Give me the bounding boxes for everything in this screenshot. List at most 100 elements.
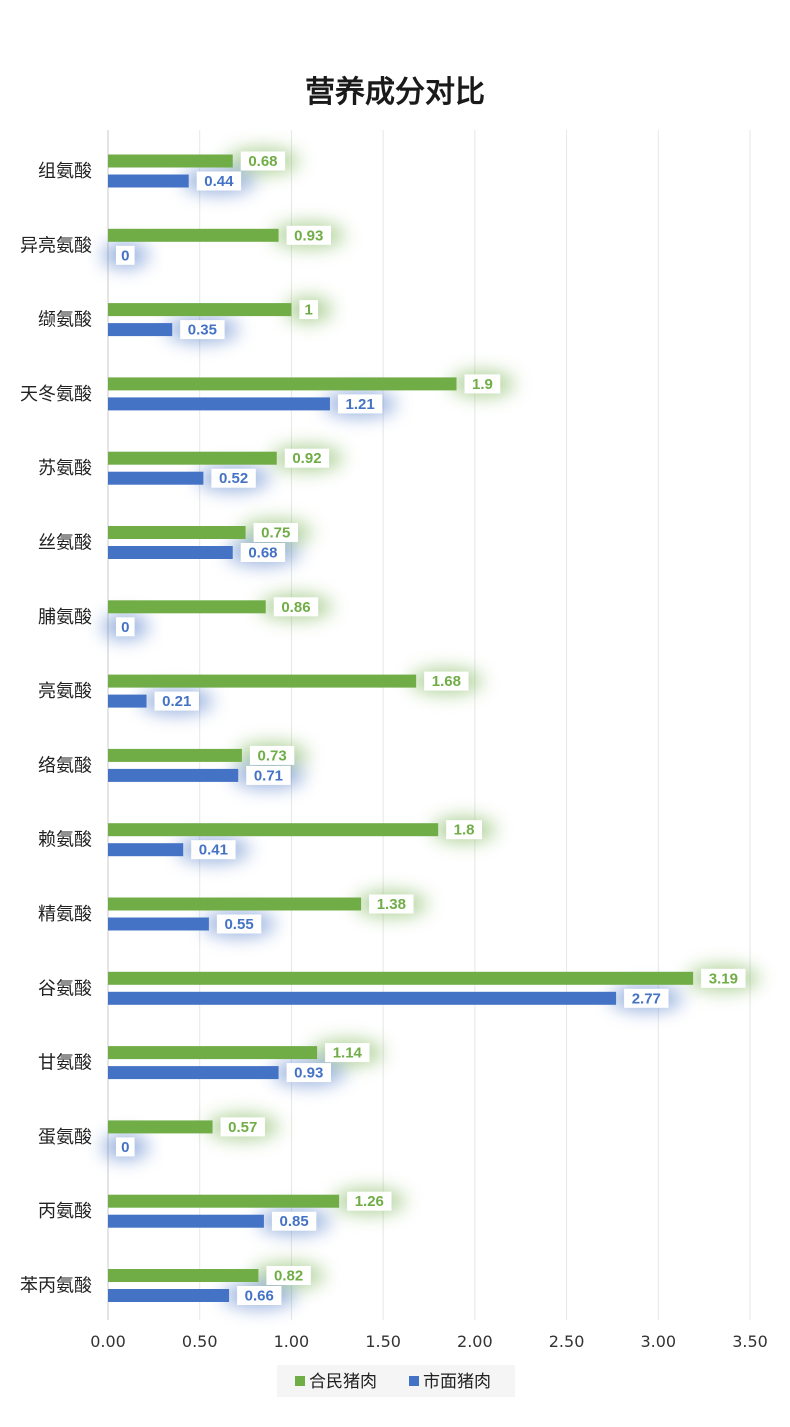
category-label: 脯氨酸 [38,607,92,628]
legend-label: 合民猪肉 [309,1372,377,1392]
data-label-bg [424,671,469,691]
data-label-bg [253,523,298,542]
x-tick-label: 3.50 [732,1332,768,1351]
data-label-bg [273,597,319,617]
category-label: 苏氨酸 [38,458,92,479]
data-label-bg [337,394,383,414]
x-tick-label: 1.00 [274,1332,310,1351]
data-label-bg [240,151,286,171]
data-label-bg [266,1266,311,1285]
data-label: 0.92 [292,450,321,467]
data-label: 2.77 [632,990,661,1007]
category-label: 异亮氨酸 [20,235,92,256]
data-label: 0.71 [254,767,283,784]
data-label-bg [220,1117,265,1137]
data-label: 0.41 [199,842,228,859]
x-tick-label: 2.00 [457,1332,493,1351]
data-label-bg [286,225,331,245]
x-axis-ticks: 0.00 0.50 1.00 1.50 2.00 2.50 3.00 3.50 [90,1332,768,1351]
category-label: 甘氨酸 [38,1053,92,1074]
data-label: 0.93 [294,1065,323,1082]
category-label: 丙氨酸 [38,1201,92,1222]
data-label-bg [347,1191,392,1211]
legend-box [277,1365,515,1397]
data-label: 1.68 [432,673,461,690]
data-label: 1.26 [355,1193,384,1210]
bar-hemin [108,971,694,985]
data-label: 3.19 [709,970,738,987]
data-label: 0.93 [294,227,323,244]
data-label-bg [325,1043,370,1063]
bars [108,154,694,1302]
bar-market [108,694,147,708]
data-label-bg [369,894,414,914]
chart-title: 营养成分对比 [305,75,485,110]
category-label: 苯丙氨酸 [20,1276,92,1297]
bar-hemin [108,1046,318,1060]
bar-hemin [108,897,362,911]
data-label-bg [249,745,295,765]
data-label: 0.82 [274,1268,303,1285]
bar-hemin [108,1194,340,1208]
bar-hemin [108,377,457,391]
bar-hemin [108,748,242,762]
data-label: 0.21 [162,693,191,710]
category-label: 缬氨酸 [38,310,92,331]
bar-market [108,843,184,857]
data-label: 0.44 [204,173,234,190]
category-labels: 组氨酸异亮氨酸缬氨酸天冬氨酸苏氨酸丝氨酸脯氨酸亮氨酸络氨酸赖氨酸精氨酸谷氨酸甘氨… [20,161,92,1297]
x-tick-label: 3.00 [640,1332,676,1351]
data-label-bg [154,691,199,711]
data-label: 0 [121,247,129,264]
data-label-bg [624,988,669,1008]
data-label-bg [464,374,501,394]
category-label: 丝氨酸 [38,533,92,554]
legend-swatch [409,1376,419,1386]
bar-hemin [108,303,292,317]
bar-market [108,323,173,337]
bar-market [108,546,233,559]
category-label: 谷氨酸 [38,978,92,999]
bar-hemin [108,674,417,688]
data-label: 0.66 [245,1288,274,1305]
data-label: 0 [121,619,129,636]
bar-market [108,1289,230,1302]
data-label-bg [284,448,330,468]
bar-market [108,991,617,1005]
data-label: 0.73 [258,747,287,764]
data-label-bg [196,171,242,191]
data-label: 0.85 [280,1213,309,1230]
category-label: 组氨酸 [38,161,92,182]
data-label: 1.38 [377,896,406,913]
bar-market [108,1066,279,1080]
x-tick-label: 0.00 [90,1332,126,1351]
bar-hemin [108,154,233,168]
legend-swatch [295,1376,305,1386]
category-label: 赖氨酸 [38,830,92,851]
data-label-bg [116,1137,135,1157]
bar-hemin [108,1120,213,1134]
data-label: 0.35 [188,322,217,339]
x-tick-label: 1.50 [365,1332,401,1351]
data-labels: 0.68 0.44 0.93 0 1 0.35 1.9 1.21 0.92 0.52 0.75 0.6… [116,151,746,1305]
data-label: 1.21 [346,396,375,413]
category-label: 天冬氨酸 [20,384,92,405]
data-label-bg [237,1286,282,1305]
category-label: 络氨酸 [38,755,92,776]
data-label: 0 [121,1139,129,1156]
x-tick-label: 0.50 [182,1332,218,1351]
data-label: 0.55 [224,916,253,933]
bar-market [108,471,204,485]
bar-market [108,917,209,931]
data-label: 0.75 [261,525,290,542]
data-label-bg [191,840,236,860]
data-label-bg [216,914,262,934]
data-label-bg [180,320,225,340]
data-label-bg [271,1211,317,1231]
data-label: 1.8 [454,822,475,839]
bar-market [108,397,330,411]
data-label-bg [246,765,291,785]
data-label: 0.68 [248,153,277,170]
data-label: 0.57 [228,1119,257,1136]
